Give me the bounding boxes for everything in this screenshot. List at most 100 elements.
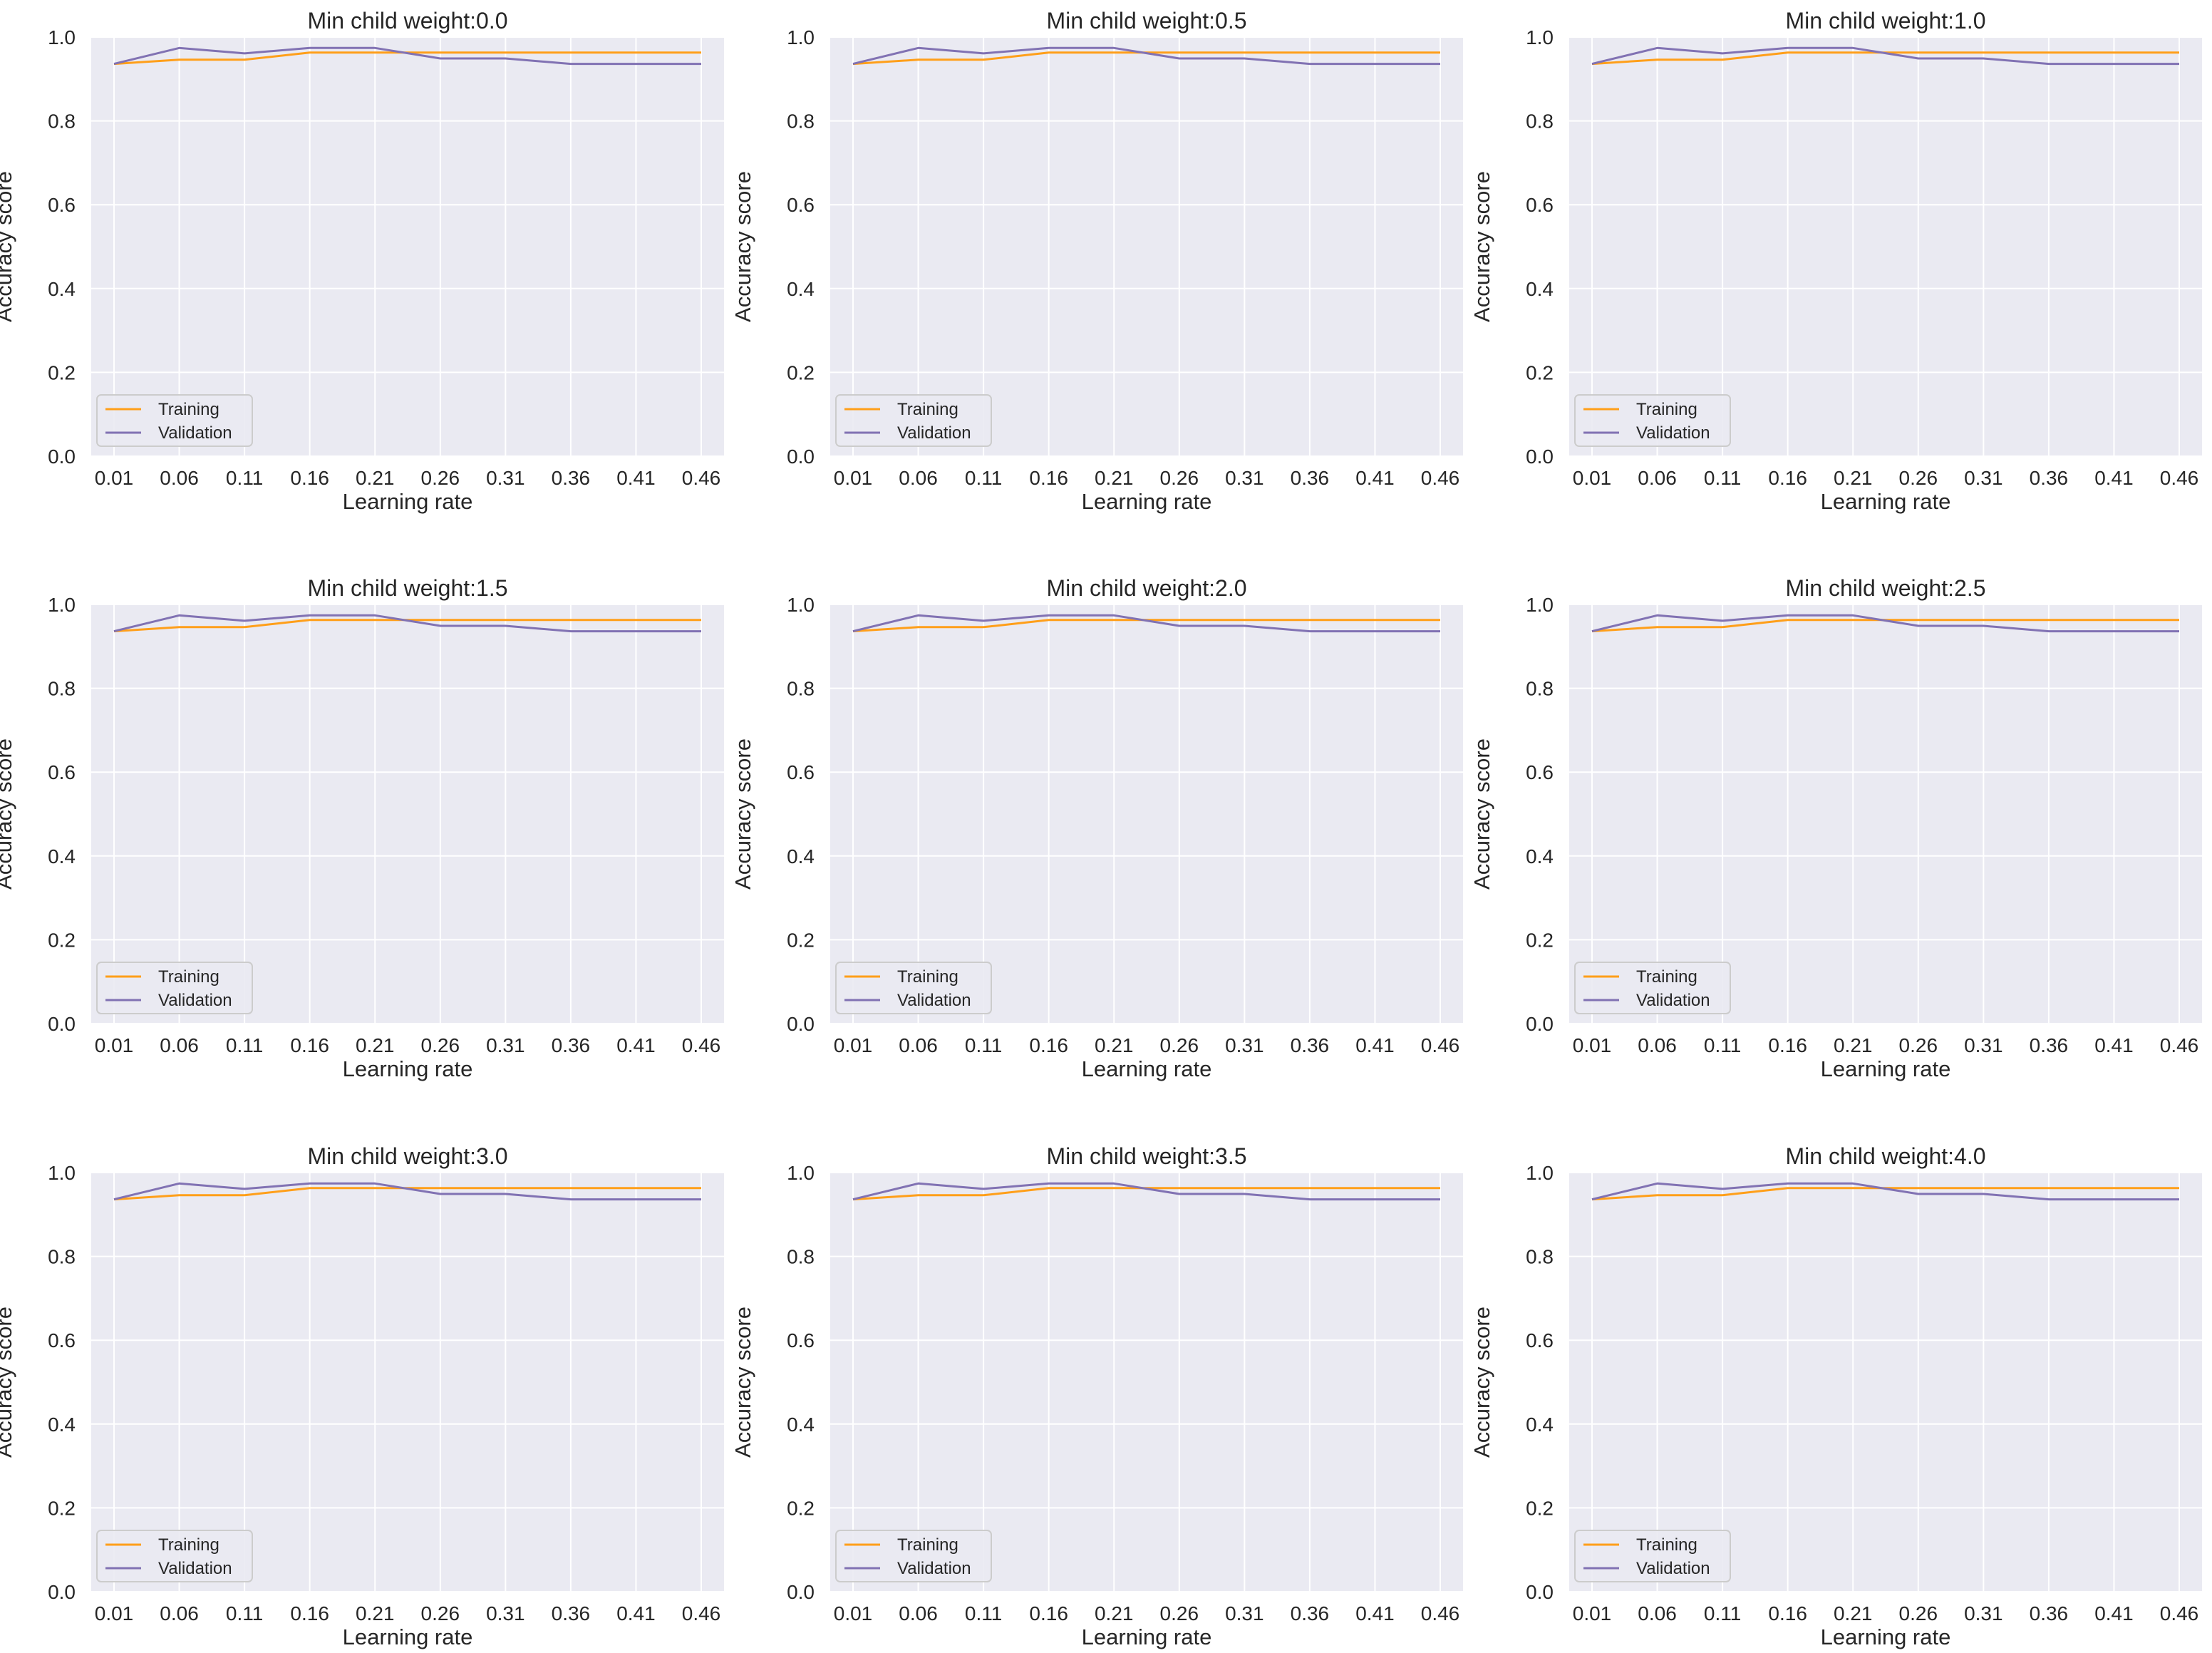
legend-label-validation: Validation [897, 1559, 971, 1578]
x-tick-label: 0.46 [682, 1034, 721, 1056]
subplot-title: Min child weight:2.5 [1785, 575, 1985, 601]
y-tick-label: 0.0 [787, 446, 815, 468]
y-tick-label: 1.0 [787, 26, 815, 48]
x-tick-label: 0.36 [552, 467, 591, 489]
series-line-validation [1591, 46, 2179, 66]
x-tick-label: 0.01 [834, 467, 873, 489]
x-tick-label: 0.21 [1834, 1034, 1873, 1056]
x-tick-label: 0.06 [899, 1034, 938, 1056]
x-axis-label: Learning rate [343, 489, 473, 514]
x-tick-label: 0.26 [1160, 467, 1199, 489]
subplot-3: 0.0 0.2 0.4 0.6 0.8 1.0 0.01 0.06 0.11 0.16 0.21 0.… [1469, 8, 2202, 514]
x-tick-label: 0.46 [2160, 1034, 2199, 1056]
x-tick-label: 0.36 [2030, 467, 2069, 489]
x-tick-label: 0.41 [1355, 1602, 1395, 1624]
y-tick-label: 0.0 [787, 1013, 815, 1035]
y-tick-label: 0.4 [1526, 845, 1554, 867]
y-tick-label: 0.8 [48, 1246, 76, 1268]
x-tick-label: 0.31 [486, 1034, 525, 1056]
legend-label-validation: Validation [158, 1559, 232, 1578]
y-tick-label: 0.8 [48, 110, 76, 133]
x-tick-label: 0.26 [1899, 1034, 1938, 1056]
x-tick-label: 0.06 [160, 467, 199, 489]
x-tick-label: 0.41 [2094, 1602, 2134, 1624]
x-tick-label: 0.01 [834, 1034, 873, 1056]
y-tick-label: 1.0 [48, 594, 76, 616]
series-line-validation [113, 1182, 701, 1201]
x-tick-label: 0.16 [1768, 1034, 1807, 1056]
y-tick-label: 0.4 [1526, 1413, 1554, 1436]
y-tick-label: 0.2 [787, 1497, 815, 1519]
legend-label-validation: Validation [1636, 423, 1710, 443]
y-tick-label: 0.0 [48, 1581, 76, 1603]
x-tick-label: 0.06 [1638, 1034, 1677, 1056]
y-tick-label: 0.2 [1526, 929, 1554, 951]
x-tick-label: 0.11 [965, 467, 1002, 489]
y-tick-label: 0.6 [787, 1329, 815, 1351]
series-line-validation [852, 1182, 1440, 1201]
y-tick-label: 0.2 [48, 929, 76, 951]
legend-label-training: Training [158, 1535, 219, 1555]
x-tick-label: 0.16 [1768, 467, 1807, 489]
x-tick-label: 0.21 [356, 1034, 395, 1056]
y-tick-label: 0.4 [787, 278, 815, 300]
legend: Training Validation [96, 962, 253, 1014]
y-tick-label: 1.0 [1526, 594, 1554, 616]
series-line-validation [113, 614, 701, 633]
x-tick-label: 0.46 [682, 1602, 721, 1624]
y-tick-label: 0.4 [48, 278, 76, 300]
legend: Training Validation [1574, 394, 1731, 447]
x-tick-label: 0.16 [290, 1034, 329, 1056]
y-tick-label: 1.0 [787, 1162, 815, 1184]
x-tick-label: 0.46 [1421, 467, 1460, 489]
x-tick-label: 0.31 [1225, 467, 1264, 489]
y-tick-label: 0.8 [787, 110, 815, 133]
x-tick-label: 0.01 [95, 1602, 134, 1624]
y-tick-label: 0.4 [48, 1413, 76, 1436]
y-tick-label: 0.0 [48, 446, 76, 468]
y-tick-label: 1.0 [1526, 26, 1554, 48]
y-tick-label: 0.6 [1526, 761, 1554, 783]
x-tick-label: 0.36 [2030, 1034, 2069, 1056]
y-axis-label: Accuracy score [0, 171, 16, 322]
y-tick-label: 0.6 [1526, 1329, 1554, 1351]
legend: Training Validation [1574, 962, 1731, 1014]
y-tick-label: 0.6 [787, 194, 815, 216]
x-tick-label: 0.06 [160, 1602, 199, 1624]
legend: Training Validation [1574, 1530, 1731, 1582]
y-tick-label: 0.8 [1526, 678, 1554, 700]
y-tick-label: 0.6 [1526, 194, 1554, 216]
y-axis-label: Accuracy score [0, 738, 16, 890]
legend-label-training: Training [1636, 1535, 1697, 1555]
x-tick-label: 0.16 [1029, 467, 1068, 489]
x-tick-label: 0.41 [616, 1602, 656, 1624]
series-line-validation [1591, 1182, 2179, 1201]
y-tick-label: 0.8 [787, 1246, 815, 1268]
x-tick-label: 0.01 [1573, 1602, 1612, 1624]
x-tick-label: 0.41 [616, 1034, 656, 1056]
x-tick-label: 0.36 [1291, 467, 1330, 489]
subplot-1: 0.0 0.2 0.4 0.6 0.8 1.0 0.01 0.06 0.11 0.16 0.21 0.… [0, 8, 724, 514]
y-axis-label: Accuracy score [730, 171, 755, 322]
legend-label-training: Training [897, 400, 958, 419]
y-tick-label: 1.0 [48, 26, 76, 48]
subplot-title: Min child weight:1.0 [1785, 8, 1985, 34]
x-tick-label: 0.36 [552, 1034, 591, 1056]
y-tick-label: 0.4 [787, 1413, 815, 1436]
x-tick-label: 0.01 [834, 1602, 873, 1624]
x-tick-label: 0.21 [1834, 1602, 1873, 1624]
legend-label-validation: Validation [1636, 991, 1710, 1010]
x-tick-label: 0.36 [2030, 1602, 2069, 1624]
plot-area [1569, 604, 2202, 1024]
x-tick-label: 0.11 [1704, 1034, 1741, 1056]
y-tick-label: 0.4 [48, 845, 76, 867]
y-tick-label: 0.2 [787, 361, 815, 383]
x-axis-label: Learning rate [343, 1056, 473, 1081]
y-tick-label: 0.4 [787, 845, 815, 867]
subplot-title: Min child weight:4.0 [1785, 1143, 1985, 1169]
series-line-validation [113, 46, 701, 66]
y-tick-label: 0.0 [1526, 446, 1554, 468]
subplot-4: 0.0 0.2 0.4 0.6 0.8 1.0 0.01 0.06 0.11 0.16 0.21 0.… [0, 575, 724, 1081]
y-axis-label: Accuracy score [730, 1307, 755, 1458]
